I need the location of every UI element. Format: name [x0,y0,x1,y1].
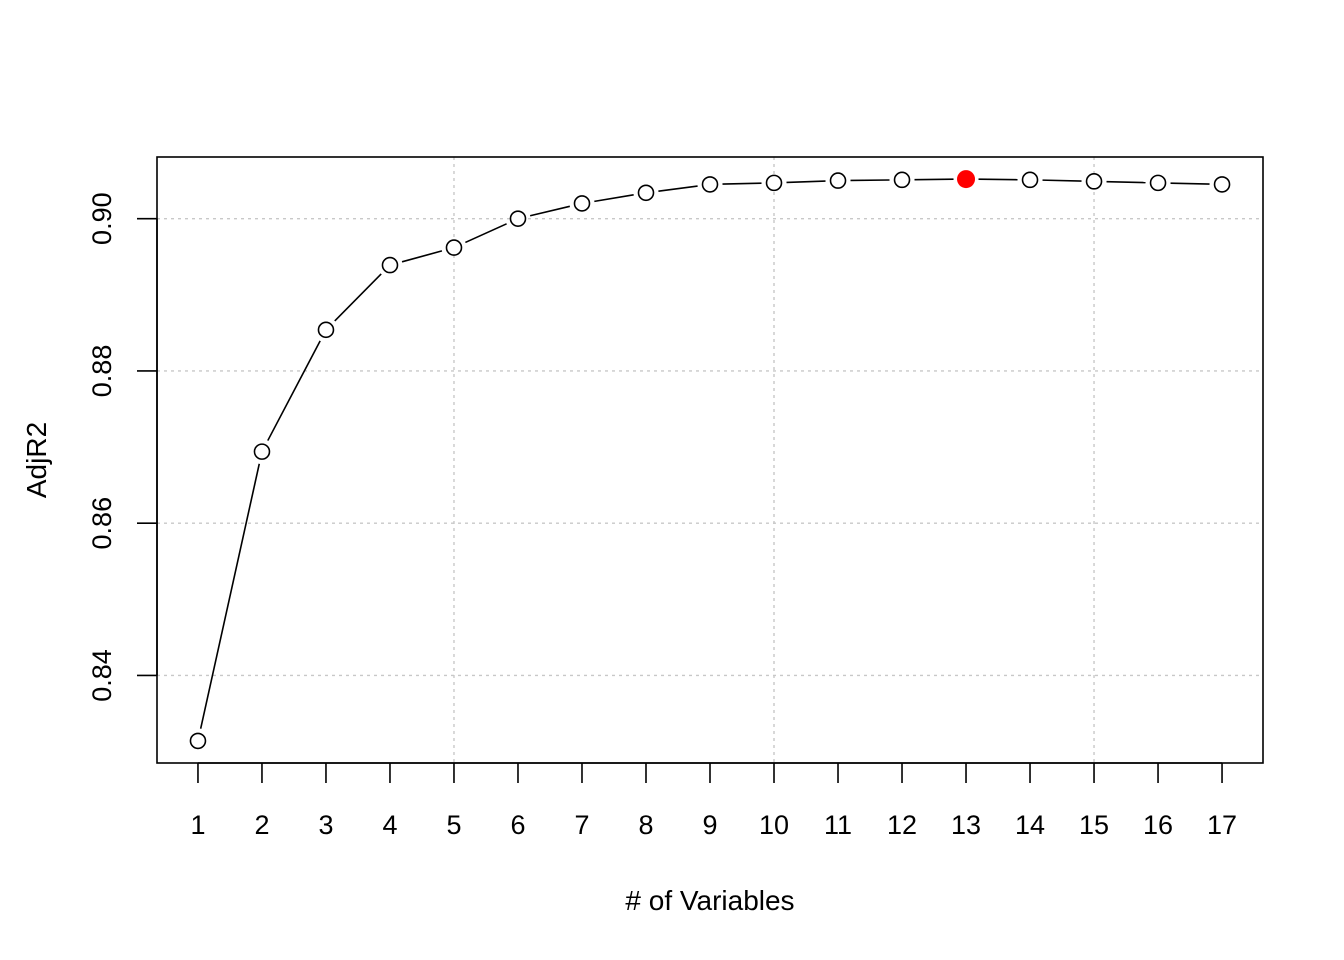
y-tick-label: 0.90 [87,192,117,245]
series-segment [267,340,321,441]
x-tick-label: 8 [638,810,653,840]
x-tick-label: 5 [446,810,461,840]
y-tick-label: 0.88 [87,345,117,398]
x-axis-title: # of Variables [625,885,794,916]
data-point [1213,176,1231,193]
highlighted-max-point [957,170,976,189]
data-point [829,172,847,189]
x-tick-label: 9 [702,810,717,840]
y-tick-label: 0.84 [87,649,117,702]
data-point [445,239,463,256]
series-segment [658,185,698,192]
series-segment [465,223,507,244]
data-point [1085,173,1103,190]
x-axis: 1 2 3 4 5 6 7 8 9 10 11 12 13 14 15 16 17 [190,762,1237,840]
series-line [199,178,1210,729]
x-tick-label: 4 [382,810,397,840]
data-point [189,732,207,750]
x-tick-label: 11 [824,810,852,840]
y-axis: 0.84 0.86 0.88 0.90 [87,192,158,702]
y-axis-title: AdjR2 [21,422,52,498]
series-segment [786,180,826,184]
data-point [573,195,591,212]
series-segment [1106,180,1146,184]
series-segment [334,273,382,322]
x-tick-label: 12 [887,810,917,840]
series-segment [401,250,443,263]
data-point [765,174,783,192]
x-tick-label: 3 [318,810,333,840]
x-tick-label: 13 [951,810,981,840]
series-segment [199,463,261,729]
x-tick-label: 2 [254,810,269,840]
data-point [253,443,271,460]
series-segment [529,205,571,217]
y-tick-label: 0.86 [87,497,117,550]
data-point [637,184,655,202]
data-point [381,256,399,274]
x-tick-label: 15 [1079,810,1109,840]
data-point [1149,174,1167,192]
data-point [893,171,911,189]
series-segment [722,182,762,185]
grid-lines [157,157,1263,763]
x-tick-label: 6 [510,810,525,840]
data-point [317,321,335,339]
x-tick-label: 1 [190,810,205,840]
series-segment [594,194,634,203]
series-segment [1170,182,1210,185]
x-tick-label: 17 [1207,810,1237,840]
x-tick-label: 14 [1015,810,1045,840]
data-points [189,170,1231,750]
data-point [509,210,527,227]
x-tick-label: 16 [1143,810,1173,840]
data-point [701,176,719,193]
x-tick-label: 10 [759,810,789,840]
series-segment [1042,179,1082,182]
x-tick-label: 7 [574,810,589,840]
data-point [1021,171,1039,189]
